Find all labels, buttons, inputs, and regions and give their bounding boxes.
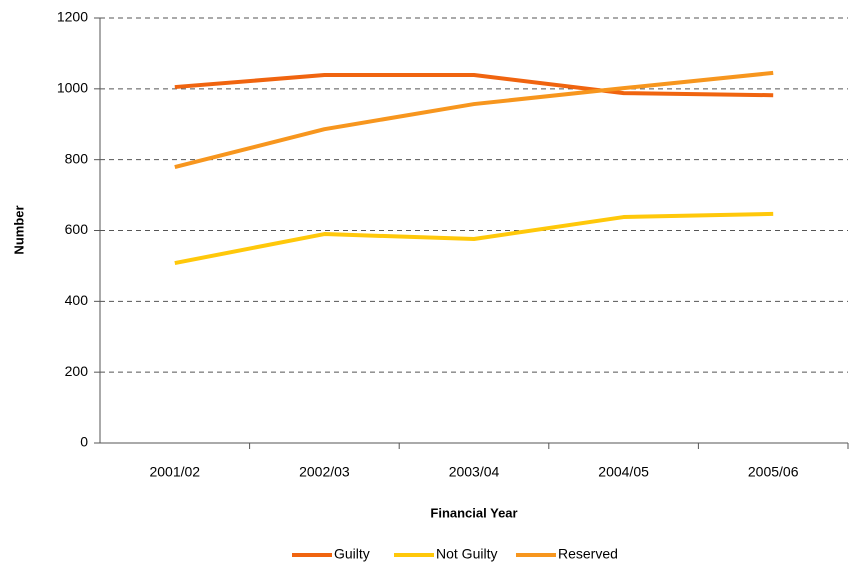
y-tick-label: 200 (65, 363, 89, 379)
legend-label: Guilty (334, 546, 370, 562)
legend-label: Reserved (558, 546, 618, 562)
x-tick-label: 2005/06 (748, 464, 799, 480)
y-tick-label: 1000 (57, 80, 88, 96)
y-tick-label: 800 (65, 150, 89, 166)
x-tick-label: 2001/02 (149, 464, 200, 480)
y-tick-label: 0 (80, 434, 88, 450)
x-tick-label: 2003/04 (449, 464, 500, 480)
legend-label: Not Guilty (436, 546, 497, 562)
line-series (174, 73, 774, 98)
y-tick-label: 400 (65, 292, 89, 308)
y-axis-label: Number (11, 205, 26, 254)
line-series (174, 70, 774, 170)
line-series (174, 211, 774, 266)
y-tick-label: 600 (65, 221, 89, 237)
x-axis-label: Financial Year (430, 505, 517, 520)
x-tick-label: 2002/03 (299, 464, 350, 480)
y-tick-label: 1200 (57, 9, 88, 25)
x-tick-label: 2004/05 (598, 464, 649, 480)
